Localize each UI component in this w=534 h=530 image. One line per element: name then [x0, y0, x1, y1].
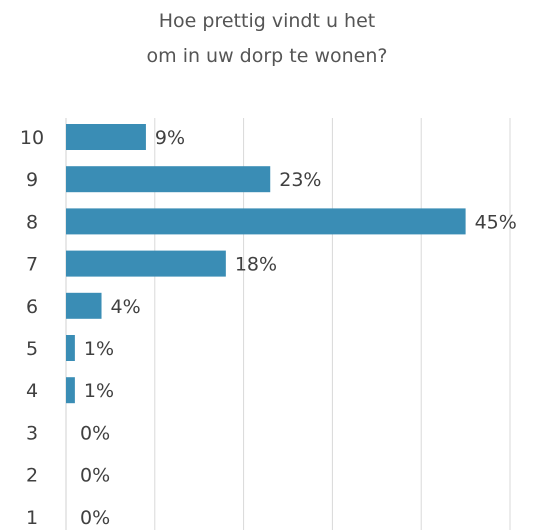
- labels: 10 9% 9 23% 8 45% 7 18% 6 4% 5 1% 4 1% 3 0% 2 0% 1 0%: [20, 127, 517, 529]
- bar-5: [66, 335, 75, 361]
- category-label-3: 3: [26, 422, 38, 444]
- bar-9: [66, 166, 271, 193]
- category-label-8: 8: [26, 211, 38, 233]
- value-label-2: 0%: [80, 465, 110, 487]
- value-label-3: 0%: [80, 422, 110, 444]
- value-label-6: 4%: [111, 296, 141, 318]
- bars: [66, 124, 466, 404]
- value-label-1: 0%: [80, 507, 110, 529]
- bar-4: [66, 377, 75, 404]
- value-label-7: 18%: [235, 254, 277, 276]
- bar-8: [66, 208, 466, 235]
- bar-7: [66, 250, 226, 277]
- bar-10: [66, 124, 146, 150]
- chart-title-line-2: om in uw dorp te wonen?: [146, 45, 388, 67]
- value-label-9: 23%: [279, 169, 321, 191]
- bar-6: [66, 292, 102, 319]
- chart-title-line-1: Hoe prettig vindt u het: [158, 10, 376, 32]
- value-label-4: 1%: [84, 380, 114, 402]
- category-label-5: 5: [26, 338, 38, 360]
- value-label-5: 1%: [84, 338, 114, 360]
- category-label-7: 7: [26, 254, 38, 276]
- category-label-1: 1: [26, 507, 38, 529]
- category-label-6: 6: [26, 296, 38, 318]
- value-label-8: 45%: [475, 211, 517, 233]
- category-label-4: 4: [26, 380, 38, 402]
- category-label-2: 2: [26, 465, 38, 487]
- category-label-9: 9: [26, 169, 38, 191]
- value-label-10: 9%: [155, 127, 185, 149]
- category-label-10: 10: [20, 127, 44, 149]
